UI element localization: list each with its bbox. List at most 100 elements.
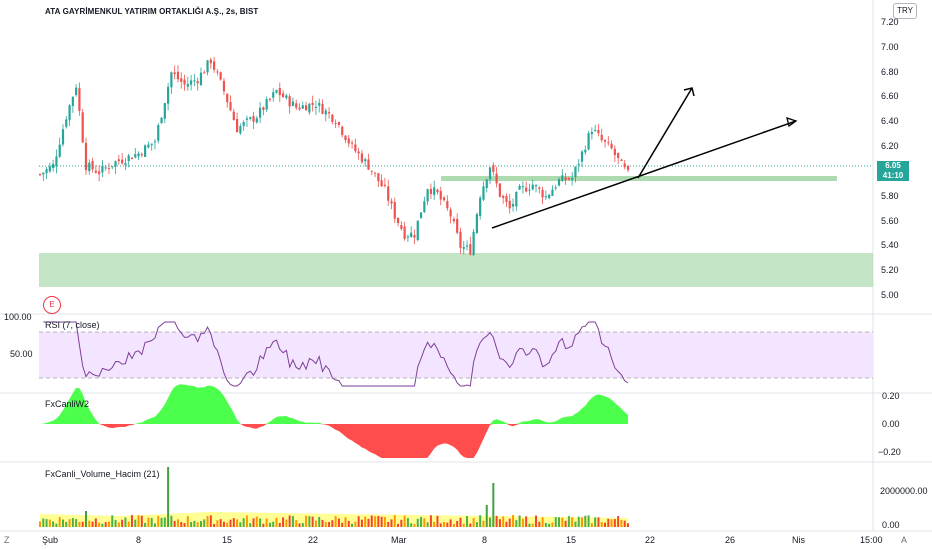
candle-body[interactable] [61,129,65,145]
volume-bar[interactable] [360,519,363,527]
candle-body[interactable] [314,106,318,108]
volume-bar[interactable] [75,519,78,527]
volume-bar[interactable] [239,522,242,527]
volume-bar[interactable] [193,520,196,527]
candle-body[interactable] [387,186,390,201]
volume-bar[interactable] [130,515,133,527]
candle-body[interactable] [521,186,524,188]
candle-body[interactable] [492,165,495,172]
candle-body[interactable] [249,117,252,119]
volume-bar[interactable] [337,518,340,527]
volume-bar[interactable] [370,515,373,527]
volume-bar[interactable] [541,517,544,527]
candle-body[interactable] [508,200,511,209]
candle-body[interactable] [505,196,508,203]
volume-bar[interactable] [242,518,245,527]
volume-bar[interactable] [482,520,485,527]
candle-body[interactable] [357,151,360,154]
candle-body[interactable] [580,151,584,162]
candle-body[interactable] [350,142,354,144]
volume-bar[interactable] [45,519,48,527]
candle-body[interactable] [557,179,561,186]
volume-bar[interactable] [98,522,101,527]
volume-bar[interactable] [101,523,104,527]
volume-bar[interactable] [282,517,285,527]
candle-body[interactable] [127,155,130,162]
volume-bar[interactable] [222,521,225,527]
fxcanli-label[interactable]: FxCanliW2 [45,399,90,409]
volume-bar[interactable] [314,520,317,527]
candle-body[interactable] [98,171,101,175]
candle-body[interactable] [295,103,298,108]
candle-body[interactable] [574,166,577,178]
volume-bar[interactable] [551,522,554,527]
volume-bar[interactable] [275,517,278,527]
candle-body[interactable] [222,80,226,92]
candle-body[interactable] [258,107,262,118]
candle-body[interactable] [265,99,268,110]
volume-bar[interactable] [190,521,193,527]
candle-body[interactable] [107,167,111,169]
candle-body[interactable] [561,175,564,182]
volume-bar[interactable] [479,515,482,527]
candle-body[interactable] [327,112,331,114]
volume-bar[interactable] [436,515,439,527]
volume-bar[interactable] [209,515,212,527]
volume-bar[interactable] [114,520,117,527]
candle-body[interactable] [134,154,137,158]
candle-body[interactable] [104,167,107,169]
volume-bar[interactable] [268,522,271,527]
volume-bar[interactable] [452,523,455,527]
candle-body[interactable] [462,246,465,249]
candle-body[interactable] [403,226,406,239]
volume-bar[interactable] [397,523,400,527]
candle-body[interactable] [235,118,239,133]
volume-bar[interactable] [78,521,81,527]
volume-bar[interactable] [515,520,518,527]
volume-label[interactable]: FxCanli_Volume_Hacim (21) [45,469,160,479]
volume-bar[interactable] [308,516,311,527]
candle-body[interactable] [65,119,68,127]
candle-body[interactable] [367,159,370,170]
volume-bar[interactable] [443,522,446,527]
candle-body[interactable] [255,118,258,123]
volume-bar[interactable] [68,519,71,527]
volume-bar[interactable] [475,522,478,527]
volume-bar[interactable] [186,516,189,527]
volume-bar[interactable] [262,523,265,527]
candle-body[interactable] [347,138,350,144]
candle-body[interactable] [38,174,42,176]
volume-bar[interactable] [255,516,258,527]
volume-bar[interactable] [321,519,324,527]
volume-bar[interactable] [288,515,291,527]
volume-bar[interactable] [203,519,206,527]
volume-bar[interactable] [301,523,304,527]
candle-body[interactable] [341,126,344,135]
candle-body[interactable] [318,102,321,106]
candle-body[interactable] [396,217,400,224]
candle-body[interactable] [390,201,393,204]
candle-body[interactable] [324,110,327,115]
volume-bar[interactable] [354,521,357,527]
candle-body[interactable] [193,80,196,82]
volume-bar[interactable] [439,523,442,527]
volume-bars[interactable] [39,467,629,527]
volume-bar[interactable] [344,517,347,527]
candle-body[interactable] [383,184,387,186]
volume-bar[interactable] [505,521,508,527]
candle-body[interactable] [433,187,436,195]
candle-body[interactable] [114,161,117,167]
volume-bar[interactable] [173,520,176,527]
candle-body[interactable] [469,244,472,255]
volume-bar[interactable] [42,518,45,527]
candle-body[interactable] [68,105,71,121]
candle-body[interactable] [360,153,364,163]
volume-bar[interactable] [52,521,55,527]
candle-body[interactable] [554,187,557,189]
volume-bar[interactable] [88,520,91,527]
candle-body[interactable] [186,84,189,87]
candle-body[interactable] [176,71,180,80]
candle-body[interactable] [229,101,232,111]
candle-body[interactable] [603,140,607,142]
volume-bar[interactable] [229,519,232,527]
